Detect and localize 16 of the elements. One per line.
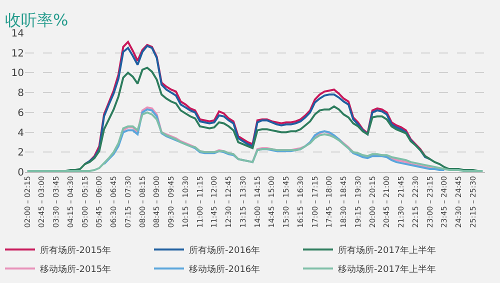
legend-label: 移动场所-2016年 [189,264,260,276]
y-tick-label: 8 [18,88,24,100]
y-tick-label: 12 [11,48,24,60]
legend-label: 所有场所-2016年 [189,245,260,256]
y-tick-label: 4 [18,128,24,139]
y-tick-label: 14 [11,28,24,40]
y-tick-label: 0 [18,168,24,178]
y-tick-label: 10 [11,68,24,80]
line-series [26,111,484,172]
y-tick-label: 6 [18,108,24,119]
chart-title: 收听率% [5,10,68,30]
legend-label: 所有场所-2017年上半年 [338,245,436,256]
legend-label: 所有场所-2015年 [40,245,112,256]
legend-label: 移动场所-2015年 [40,264,112,276]
legend-label: 移动场所-2017年上半年 [338,264,436,276]
y-tick-label: 2 [18,148,24,159]
